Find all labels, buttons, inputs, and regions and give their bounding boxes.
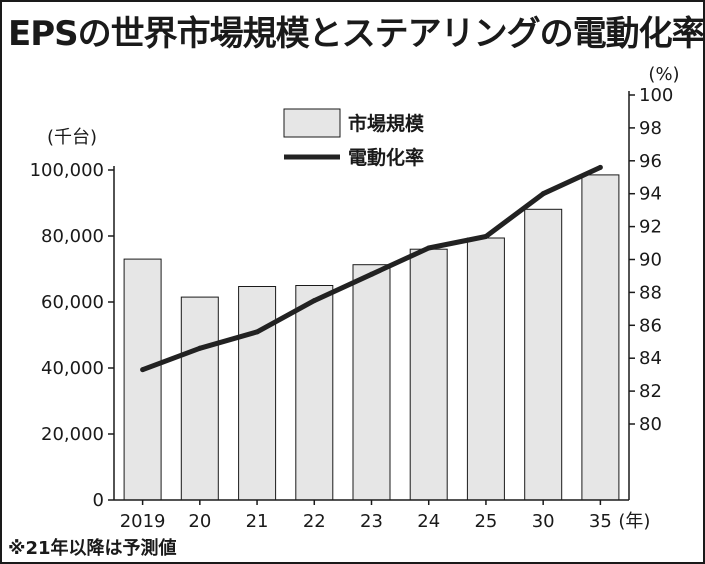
- right-tick-label: 98: [639, 118, 662, 139]
- bar: [352, 264, 391, 501]
- x-tick-label: 24: [417, 511, 440, 532]
- right-tick-label: 96: [639, 151, 662, 172]
- line-point: [369, 271, 374, 277]
- x-tick-label: 2019: [120, 511, 166, 532]
- right-tick-label: 82: [639, 381, 662, 402]
- x-tick-label: 22: [303, 511, 326, 532]
- left-tick-label: 100,000: [30, 160, 104, 181]
- x-tick-label: 30: [532, 511, 555, 532]
- right-tick-label: 86: [639, 315, 662, 336]
- right-tick-label: 92: [639, 217, 662, 238]
- forecast-note: ※21年以降は予測値: [8, 538, 177, 559]
- legend-bar-label: 市場規模: [348, 112, 425, 135]
- x-tick-label: 20: [188, 511, 211, 532]
- line-point: [197, 345, 203, 351]
- line-point: [140, 367, 146, 373]
- chart-title: EPSの世界市場規模とステアリングの電動化率: [8, 14, 705, 54]
- line-point: [597, 164, 603, 170]
- x-tick-label: 25: [474, 511, 497, 532]
- bar: [238, 286, 277, 501]
- bar: [466, 237, 505, 501]
- x-tick-label: 35: [589, 511, 612, 532]
- left-tick-label: 80,000: [41, 226, 104, 247]
- bar: [180, 296, 219, 501]
- right-axis-unit: (%): [648, 64, 679, 85]
- line-point: [483, 234, 489, 239]
- bar: [295, 285, 334, 501]
- left-tick-label: 20,000: [41, 424, 104, 445]
- legend-line-label: 電動化率: [348, 146, 424, 169]
- left-axis-unit: (千台): [47, 127, 97, 148]
- line-point: [540, 191, 546, 197]
- x-tick-label: 21: [246, 511, 269, 532]
- right-tick-label: 84: [639, 348, 662, 369]
- left-tick-label: 40,000: [41, 358, 104, 379]
- right-tick-label: 80: [639, 414, 662, 435]
- right-tick-label: 100: [639, 85, 673, 106]
- x-tick-label: 23: [360, 511, 383, 532]
- bar: [123, 258, 162, 501]
- line-point: [426, 245, 432, 251]
- right-tick-label: 88: [639, 282, 662, 303]
- bar: [409, 248, 448, 501]
- right-tick-label: 90: [639, 250, 662, 271]
- bar: [581, 174, 620, 501]
- line-point: [254, 329, 260, 335]
- bar: [524, 208, 563, 501]
- right-tick-label: 94: [639, 184, 662, 205]
- left-tick-label: 0: [93, 490, 104, 511]
- left-tick-label: 60,000: [41, 292, 104, 313]
- legend-bar-swatch: [283, 108, 341, 138]
- x-axis-unit: (年): [618, 511, 650, 532]
- line-point: [311, 298, 317, 304]
